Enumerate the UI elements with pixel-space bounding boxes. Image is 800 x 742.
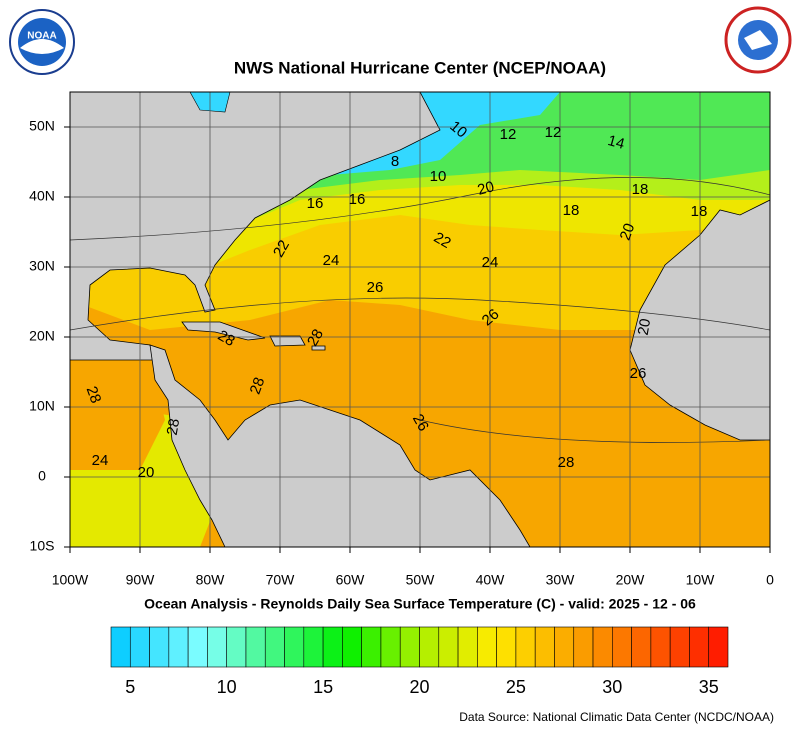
- colorbar-box: [361, 626, 382, 668]
- colorbar-label: 20: [409, 677, 429, 697]
- colorbar-box: [284, 626, 305, 668]
- contour-label: 18: [563, 202, 580, 219]
- colorbar-label: 10: [217, 677, 237, 697]
- colorbar-box: [149, 626, 170, 668]
- colorbar-label: 15: [313, 677, 333, 697]
- x-tick-label: 0: [766, 572, 774, 588]
- colorbar-box: [399, 626, 420, 668]
- colorbar-box: [592, 626, 613, 668]
- contour-label: 26: [367, 279, 384, 296]
- colorbar-label: 5: [125, 677, 135, 697]
- colorbar-box: [322, 626, 343, 668]
- y-tick-label: 10N: [29, 398, 55, 414]
- colorbar-box: [708, 626, 729, 668]
- colorbar-box: [534, 626, 555, 668]
- contour-label: 28: [247, 375, 269, 396]
- y-tick-label: 30N: [29, 258, 55, 274]
- contour-label: 20: [617, 221, 639, 242]
- colorbar-box: [612, 626, 632, 668]
- contour-label: 20: [138, 464, 155, 481]
- contour-label: 28: [83, 384, 105, 405]
- title: NWS National Hurricane Center (NCEP/NOAA…: [234, 58, 606, 77]
- contour-label: 24: [92, 452, 109, 469]
- contour-label: 28: [215, 327, 238, 350]
- contour-label: 12: [545, 124, 562, 141]
- x-tick-label: 10W: [686, 572, 716, 588]
- colorbar-label: 25: [506, 677, 526, 697]
- x-tick-label: 40W: [476, 572, 506, 588]
- y-tick-label: 0: [38, 468, 46, 484]
- colorbar-box: [573, 626, 594, 668]
- x-tick-label: 20W: [616, 572, 646, 588]
- colorbar-box: [689, 626, 710, 668]
- colorbar-box: [110, 626, 131, 668]
- contour-label: 20: [476, 178, 497, 199]
- contour-label: 14: [606, 132, 627, 153]
- contour-label: 28: [304, 326, 327, 349]
- contour-label: 8: [391, 153, 399, 170]
- colorbar-box: [245, 626, 266, 668]
- contour-label: 22: [431, 229, 454, 252]
- colorbar-box: [419, 626, 440, 668]
- colorbar-box: [168, 626, 189, 668]
- contour-label: 26: [630, 365, 647, 382]
- colorbar-box: [457, 626, 478, 668]
- contour-label: 26: [409, 411, 432, 434]
- contour-label: 28: [558, 454, 575, 471]
- contour-label: 24: [323, 252, 340, 269]
- y-tick-label: 40N: [29, 188, 55, 204]
- subtitle: Ocean Analysis - Reynolds Daily Sea Surf…: [144, 596, 696, 612]
- colorbar-box: [207, 626, 227, 668]
- colorbar-label: 35: [699, 677, 719, 697]
- colorbar-box: [631, 626, 652, 668]
- nws-logo: [724, 6, 792, 74]
- colorbar-label: 30: [602, 677, 622, 697]
- x-tick-label: 80W: [196, 572, 226, 588]
- colorbar-box: [187, 626, 208, 668]
- contour-label: 16: [307, 195, 324, 212]
- x-tick-label: 90W: [126, 572, 156, 588]
- y-tick-label: 10S: [30, 538, 55, 554]
- colorbar-box: [554, 626, 575, 668]
- y-tick-label: 20N: [29, 328, 55, 344]
- x-tick-label: 30W: [546, 572, 576, 588]
- colorbar-box: [650, 626, 671, 668]
- contour-label: 28: [164, 417, 184, 436]
- x-tick-label: 100W: [52, 572, 89, 588]
- colorbar-box: [669, 626, 690, 668]
- colorbar-box: [226, 626, 247, 668]
- y-tick-label: 50N: [29, 118, 55, 134]
- colorbar-box: [380, 626, 401, 668]
- source: Data Source: National Climatic Data Cent…: [459, 710, 774, 724]
- contour-label: 18: [691, 203, 708, 220]
- colorbar-box: [342, 626, 362, 668]
- contour-label: 10: [430, 168, 447, 185]
- contour-label: 18: [632, 181, 649, 198]
- colorbar-box: [303, 626, 324, 668]
- map: [70, 92, 770, 547]
- colorbar-box: [477, 626, 497, 668]
- colorbar-box: [264, 626, 285, 668]
- contour-label: 22: [270, 237, 293, 260]
- logo-text: NOAA: [27, 31, 56, 42]
- x-tick-label: 60W: [336, 572, 366, 588]
- contour-label: 12: [500, 126, 517, 143]
- colorbar-box: [515, 626, 536, 668]
- colorbar-box: [129, 626, 150, 668]
- contour-label: 24: [482, 254, 499, 271]
- x-tick-label: 70W: [266, 572, 296, 588]
- noaa-logo: NOAA: [9, 9, 75, 75]
- contour-label: 16: [349, 191, 366, 208]
- x-tick-label: 50W: [406, 572, 436, 588]
- colorbar-box: [438, 626, 459, 668]
- contour-label: 20: [635, 317, 655, 336]
- colorbar-box: [496, 626, 517, 668]
